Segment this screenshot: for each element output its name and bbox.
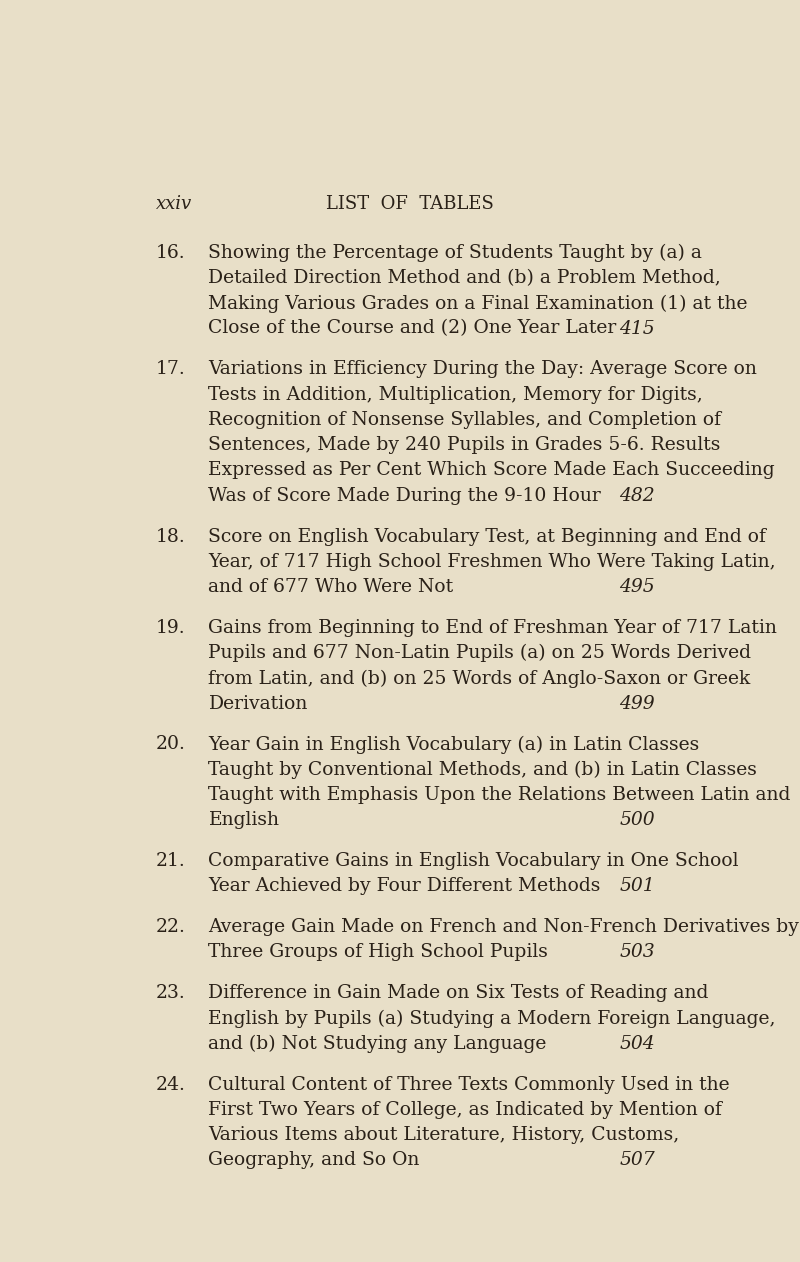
Text: Average Gain Made on French and Non-French Derivatives by: Average Gain Made on French and Non-Fren… [209, 919, 799, 936]
Text: Was of Score Made During the 9-10 Hour: Was of Score Made During the 9-10 Hour [209, 487, 602, 505]
Text: Difference in Gain Made on Six Tests of Reading and: Difference in Gain Made on Six Tests of … [209, 984, 709, 1002]
Text: 21.: 21. [156, 852, 186, 870]
Text: First Two Years of College, as Indicated by Mention of: First Two Years of College, as Indicated… [209, 1100, 722, 1119]
Text: 23.: 23. [156, 984, 186, 1002]
Text: 501: 501 [619, 877, 655, 895]
Text: 503: 503 [619, 944, 655, 962]
Text: Pupils and 677 Non-Latin Pupils (a) on 25 Words Derived: Pupils and 677 Non-Latin Pupils (a) on 2… [209, 644, 751, 663]
Text: and (b) Not Studying any Language: and (b) Not Studying any Language [209, 1035, 547, 1053]
Text: 495: 495 [619, 578, 655, 596]
Text: 499: 499 [619, 694, 655, 713]
Text: Cultural Content of Three Texts Commonly Used in the: Cultural Content of Three Texts Commonly… [209, 1075, 730, 1094]
Text: 19.: 19. [156, 618, 186, 637]
Text: xxiv: xxiv [156, 196, 192, 213]
Text: 415: 415 [619, 319, 655, 337]
Text: Year Achieved by Four Different Methods: Year Achieved by Four Different Methods [209, 877, 601, 895]
Text: Detailed Direction Method and (b) a Problem Method,: Detailed Direction Method and (b) a Prob… [209, 269, 722, 286]
Text: 482: 482 [619, 487, 655, 505]
Text: Showing the Percentage of Students Taught by (a) a: Showing the Percentage of Students Taugh… [209, 244, 702, 262]
Text: Derivation: Derivation [209, 694, 308, 713]
Text: 18.: 18. [156, 528, 186, 545]
Text: Sentences, Made by 240 Pupils in Grades 5-6. Results: Sentences, Made by 240 Pupils in Grades … [209, 437, 721, 454]
Text: Expressed as Per Cent Which Score Made Each Succeeding: Expressed as Per Cent Which Score Made E… [209, 462, 775, 480]
Text: English: English [209, 811, 279, 829]
Text: Making Various Grades on a Final Examination (1) at the: Making Various Grades on a Final Examina… [209, 294, 748, 313]
Text: 22.: 22. [156, 919, 186, 936]
Text: 24.: 24. [156, 1075, 186, 1094]
Text: Three Groups of High School Pupils: Three Groups of High School Pupils [209, 944, 548, 962]
Text: LIST  OF  TABLES: LIST OF TABLES [326, 196, 494, 213]
Text: Variations in Efficiency During the Day: Average Score on: Variations in Efficiency During the Day:… [209, 361, 758, 379]
Text: 16.: 16. [156, 244, 186, 261]
Text: Taught with Emphasis Upon the Relations Between Latin and: Taught with Emphasis Upon the Relations … [209, 786, 791, 804]
Text: 20.: 20. [156, 736, 186, 753]
Text: Gains from Beginning to End of Freshman Year of 717 Latin: Gains from Beginning to End of Freshman … [209, 618, 778, 637]
Text: 500: 500 [619, 811, 655, 829]
Text: Year, of 717 High School Freshmen Who Were Taking Latin,: Year, of 717 High School Freshmen Who We… [209, 553, 776, 570]
Text: Geography, and So On: Geography, and So On [209, 1151, 420, 1170]
Text: and of 677 Who Were Not: and of 677 Who Were Not [209, 578, 454, 596]
Text: English by Pupils (a) Studying a Modern Foreign Language,: English by Pupils (a) Studying a Modern … [209, 1010, 776, 1027]
Text: Year Gain in English Vocabulary (a) in Latin Classes: Year Gain in English Vocabulary (a) in L… [209, 736, 700, 753]
Text: 504: 504 [619, 1035, 655, 1053]
Text: from Latin, and (b) on 25 Words of Anglo-Saxon or Greek: from Latin, and (b) on 25 Words of Anglo… [209, 669, 750, 688]
Text: 507: 507 [619, 1151, 655, 1170]
Text: Taught by Conventional Methods, and (b) in Latin Classes: Taught by Conventional Methods, and (b) … [209, 761, 758, 779]
Text: Score on English Vocabulary Test, at Beginning and End of: Score on English Vocabulary Test, at Beg… [209, 528, 766, 545]
Text: Recognition of Nonsense Syllables, and Completion of: Recognition of Nonsense Syllables, and C… [209, 411, 722, 429]
Text: Comparative Gains in English Vocabulary in One School: Comparative Gains in English Vocabulary … [209, 852, 739, 870]
Text: Close of the Course and (2) One Year Later: Close of the Course and (2) One Year Lat… [209, 319, 617, 337]
Text: Various Items about Literature, History, Customs,: Various Items about Literature, History,… [209, 1126, 680, 1145]
Text: 17.: 17. [156, 361, 186, 379]
Text: Tests in Addition, Multiplication, Memory for Digits,: Tests in Addition, Multiplication, Memor… [209, 386, 703, 404]
